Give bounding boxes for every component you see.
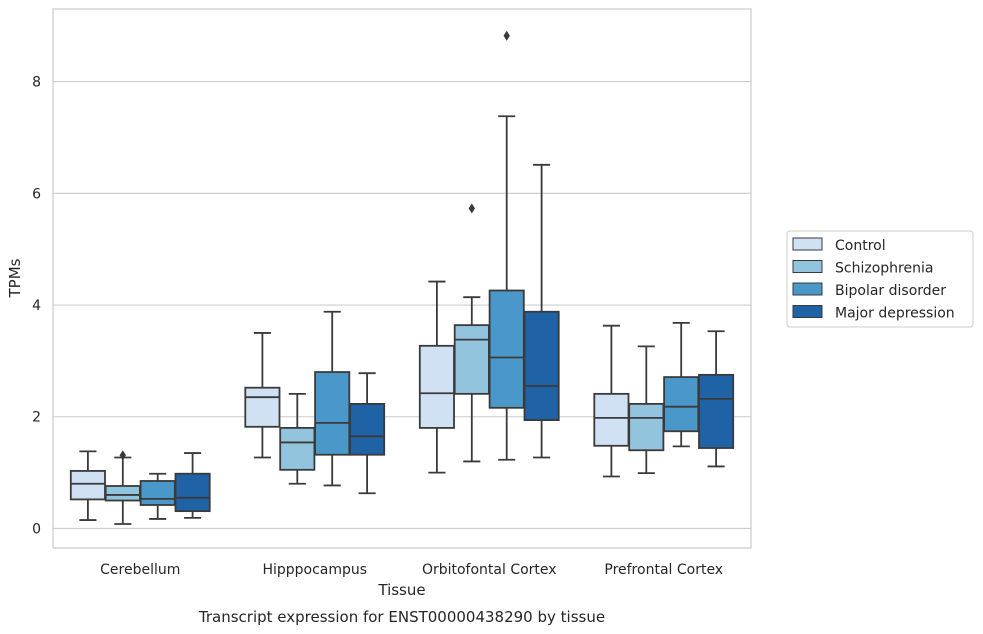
legend-swatch xyxy=(792,237,823,251)
box-iqr xyxy=(628,402,665,452)
box-major-depression-0 xyxy=(174,452,211,519)
box-schizophrenia-1 xyxy=(279,392,316,485)
box-iqr xyxy=(104,485,141,502)
x-tick-labels: Cerebellum Hipppocampus Orbitofontal Corte… xyxy=(100,562,723,578)
grid-lines xyxy=(53,81,751,530)
legend-swatch xyxy=(792,260,823,273)
y-tick-label: 2 xyxy=(32,410,41,426)
box-major-depression-1 xyxy=(349,372,386,495)
y-tick-labels: 0 2 4 6 8 xyxy=(32,75,41,538)
box-iqr xyxy=(418,344,455,429)
box-iqr xyxy=(663,376,700,433)
box-iqr xyxy=(453,324,490,395)
box-iqr xyxy=(69,470,106,501)
legend-label: Major depression xyxy=(835,306,955,322)
box-iqr xyxy=(593,392,630,447)
box-control-2 xyxy=(418,280,455,474)
box-iqr xyxy=(314,371,351,456)
legend-swatch xyxy=(792,305,823,318)
y-tick-label: 4 xyxy=(32,298,41,314)
x-tick-label: Prefrontal Cortex xyxy=(604,562,723,578)
y-axis-title: TPMs xyxy=(6,258,24,298)
x-axis-title: Tissue xyxy=(377,581,425,599)
box-iqr xyxy=(174,472,211,513)
box-schizophrenia-0 xyxy=(104,450,141,525)
legend-label: Schizophrenia xyxy=(835,261,933,277)
box-control-3 xyxy=(593,324,630,478)
box-iqr xyxy=(523,310,560,421)
x-tick-label: Cerebellum xyxy=(100,562,180,578)
y-tick-label: 0 xyxy=(32,521,41,537)
legend: Control Schizophrenia Bipolar disorder Majo… xyxy=(786,230,974,328)
plot-area xyxy=(53,9,751,548)
legend-label: Control xyxy=(835,238,886,254)
box-bipolar-disorder-1 xyxy=(314,310,351,487)
outlier-point xyxy=(503,30,510,41)
box-schizophrenia-2 xyxy=(453,203,490,463)
outlier-point xyxy=(468,203,475,214)
box-iqr xyxy=(279,427,316,471)
box-control-1 xyxy=(244,332,281,459)
box-iqr xyxy=(244,386,281,428)
box-iqr xyxy=(139,480,176,506)
box-iqr xyxy=(349,402,386,456)
box-schizophrenia-3 xyxy=(628,345,665,475)
box-major-depression-2 xyxy=(523,163,560,459)
legend-swatch xyxy=(792,282,823,296)
figure-caption: Transcript expression for ENST0000043829… xyxy=(198,608,605,626)
box-iqr xyxy=(488,289,525,409)
y-tick-label: 6 xyxy=(32,186,41,202)
box-control-0 xyxy=(69,450,106,521)
box-bipolar-disorder-0 xyxy=(139,472,176,520)
box-iqr xyxy=(698,373,735,449)
outlier-point xyxy=(119,450,126,461)
box-bipolar-disorder-2 xyxy=(488,30,525,461)
y-tick-label: 8 xyxy=(32,75,41,91)
plot-frame xyxy=(52,8,752,549)
x-tick-label: Hipppocampus xyxy=(262,562,367,578)
boxes xyxy=(69,30,735,525)
legend-label: Bipolar disorder xyxy=(835,283,946,299)
legend-frame xyxy=(786,230,974,328)
box-major-depression-3 xyxy=(698,330,735,468)
x-tick-label: Orbitofontal Cortex xyxy=(422,562,557,578)
